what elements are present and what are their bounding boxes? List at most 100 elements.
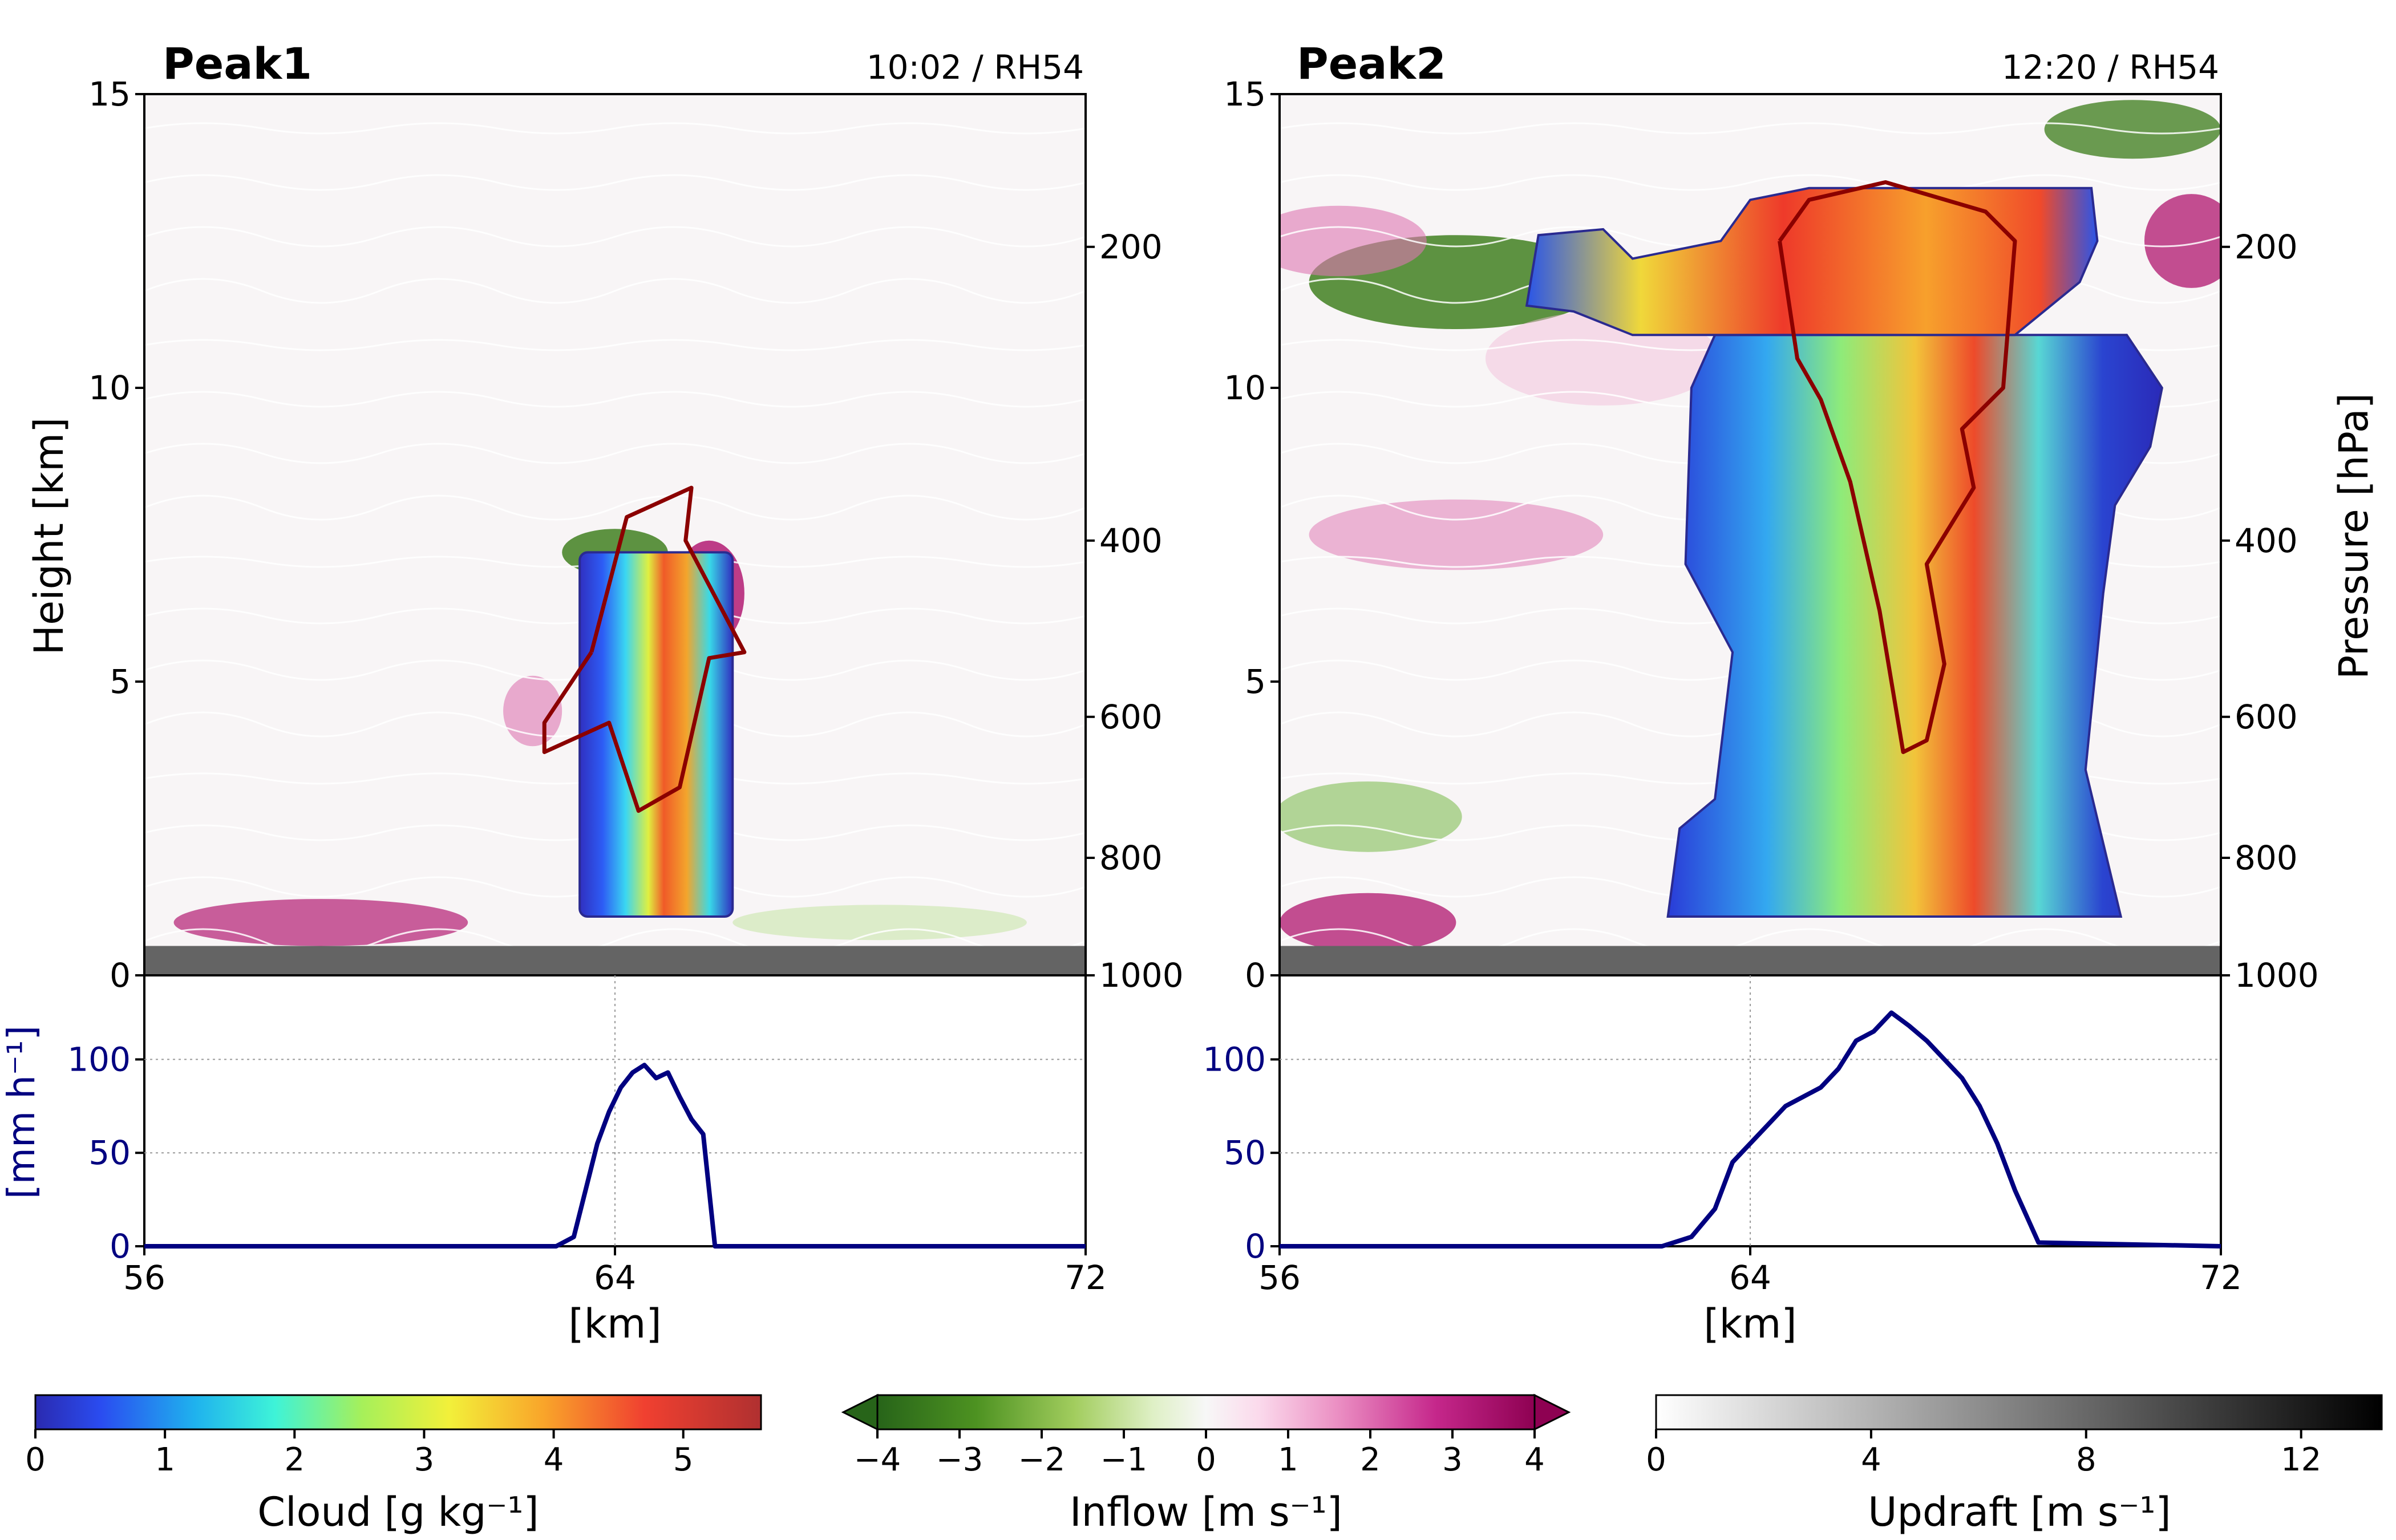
colorbar-tick-label: 12 [2281,1441,2321,1478]
inflow-blob [1280,205,1427,277]
height-tick-label: 15 [1224,75,1266,114]
streamline [144,226,1086,248]
colorbar-updraft-bar [1655,1394,2383,1430]
colorbar-cloud: 0 1 2 3 4 5 Cloud [g kg⁻¹] [25,1394,762,1535]
colorbar-tick-label: 2 [1360,1441,1381,1478]
pressure-tick-label: 600 [1099,698,1163,736]
pressure-axis: 200 400 600 800 1000 [1086,228,1184,995]
inflow-blob [1280,781,1462,852]
colorbar-tick-label: 3 [414,1441,435,1478]
terrain [1280,946,2221,975]
inflow-blob [173,899,468,946]
pressure-tick-label: 1000 [2235,956,2319,995]
pressure-tick-label: 1000 [1099,956,1184,995]
chart-title: Peak2 [1297,38,1446,89]
precip-tick-label: 50 [88,1133,131,1172]
cloud-field [1525,187,2163,918]
colorbar-tick-label: −1 [1100,1441,1148,1478]
pressure-tick-label: 400 [2235,521,2298,560]
streamline [144,174,1086,191]
x-tick-label: 64 [1729,1258,1771,1297]
streamline [144,122,1086,135]
height-axis-label: Height [km] [26,418,72,655]
colorbar-tick-label: 1 [1278,1441,1298,1478]
colorbar-tick-label: 4 [1861,1441,1881,1478]
x-axis-label: [km] [1703,1300,1796,1347]
height-tick-label: 10 [88,368,131,407]
colorbar-tick-label: 8 [2076,1441,2096,1478]
time-stamp: 12:20 / RH54 [2002,48,2219,87]
precip-tick-label: 0 [110,1227,131,1266]
x-tick-label: 72 [2200,1258,2242,1297]
x-tick-label: 56 [123,1258,165,1297]
inflow-blob [1280,893,1456,952]
pressure-tick-label: 400 [1099,521,1163,560]
colorbar-tick-label: 0 [1196,1441,1216,1478]
precip-panel: 0 50 100 56 64 72 [1203,975,2242,1297]
pressure-axis-label: Pressure [hPa] [2330,393,2377,679]
colorbar-tick-label: 5 [673,1441,694,1478]
updraft-contour [1778,180,2017,755]
pressure-tick-label: 200 [2235,228,2298,266]
height-tick-label: 10 [1224,368,1266,407]
time-stamp: 10:02 / RH54 [867,48,1084,87]
colorbar-tick-label: −4 [854,1441,901,1478]
pressure-tick-label: 800 [2235,838,2298,877]
updraft-contour-line [542,485,747,813]
streamline [144,339,1086,351]
streamline [144,278,1086,304]
updraft-contour [542,485,747,813]
colorbar-tick-label: −2 [1018,1441,1066,1478]
colorbar-inflow-arrow-max [1533,1393,1571,1431]
updraft-contour-line [1778,180,2017,755]
height-tick-label: 15 [88,75,131,114]
colorbar-tick-label: 1 [155,1441,175,1478]
height-tick-label: 0 [110,956,131,995]
colorbar-inflow-bar [876,1394,1536,1430]
streamline [1280,122,2221,135]
pressure-tick-label: 200 [1099,228,1163,266]
streamline [144,443,1086,464]
precip-frame [143,974,1087,1247]
precip-tick-label: 100 [1203,1040,1266,1079]
colorbar-tick-label: 0 [25,1441,46,1478]
precip-tick-label: 50 [1224,1133,1266,1172]
x-tick-label: 56 [1258,1258,1301,1297]
inflow-blob [503,675,562,747]
height-axis: 0 5 10 15 [88,75,144,995]
cloud-anvil [1525,187,2099,337]
panel-peak2: 0 5 10 15 200 400 600 800 1000 Peak2 12:20 / RH… [1203,38,2377,1347]
height-tick-label: 0 [1245,956,1266,995]
colorbar-inflow-arrow-min [841,1393,879,1431]
terrain [144,946,1086,975]
precip-series-line [1280,1010,2221,1249]
x-tick-label: 72 [1065,1258,1107,1297]
colorbar-tick-label: −3 [936,1441,984,1478]
streamline [1280,174,2221,191]
pressure-tick-label: 600 [2235,698,2298,736]
x-axis-label: [km] [568,1300,661,1347]
x-tick-label: 64 [594,1258,636,1297]
precip-tick-label: 100 [67,1040,131,1079]
chart-title: Peak1 [163,38,312,89]
colorbar-tick-label: 0 [1646,1441,1666,1478]
colorbar-tick-label: 4 [544,1441,564,1478]
streamline [144,495,1086,521]
streamline [144,391,1086,408]
pressure-tick-label: 800 [1099,838,1163,877]
pressure-axis: 200 400 600 800 1000 [2221,228,2319,995]
inflow-blob [2044,100,2221,159]
colorbar-updraft-label: Updraft [m s⁻¹] [1868,1489,2171,1535]
colorbar-cloud-label: Cloud [g kg⁻¹] [257,1489,539,1535]
colorbar-inflow: −4 −3 −2 −1 0 1 2 3 4 Inflow [m s⁻¹] [841,1393,1571,1535]
colorbar-tick-label: 4 [1524,1441,1545,1478]
height-tick-label: 5 [1245,662,1266,701]
precip-axis-label: [mm h⁻¹] [0,1026,43,1199]
inflow-blob [1309,499,1604,570]
colorbar-inflow-label: Inflow [m s⁻¹] [1070,1489,1342,1535]
precip-panel: 0 50 100 56 64 72 [67,975,1107,1297]
cloud-body [1666,334,2163,918]
colorbar-tick-label: 3 [1442,1441,1463,1478]
